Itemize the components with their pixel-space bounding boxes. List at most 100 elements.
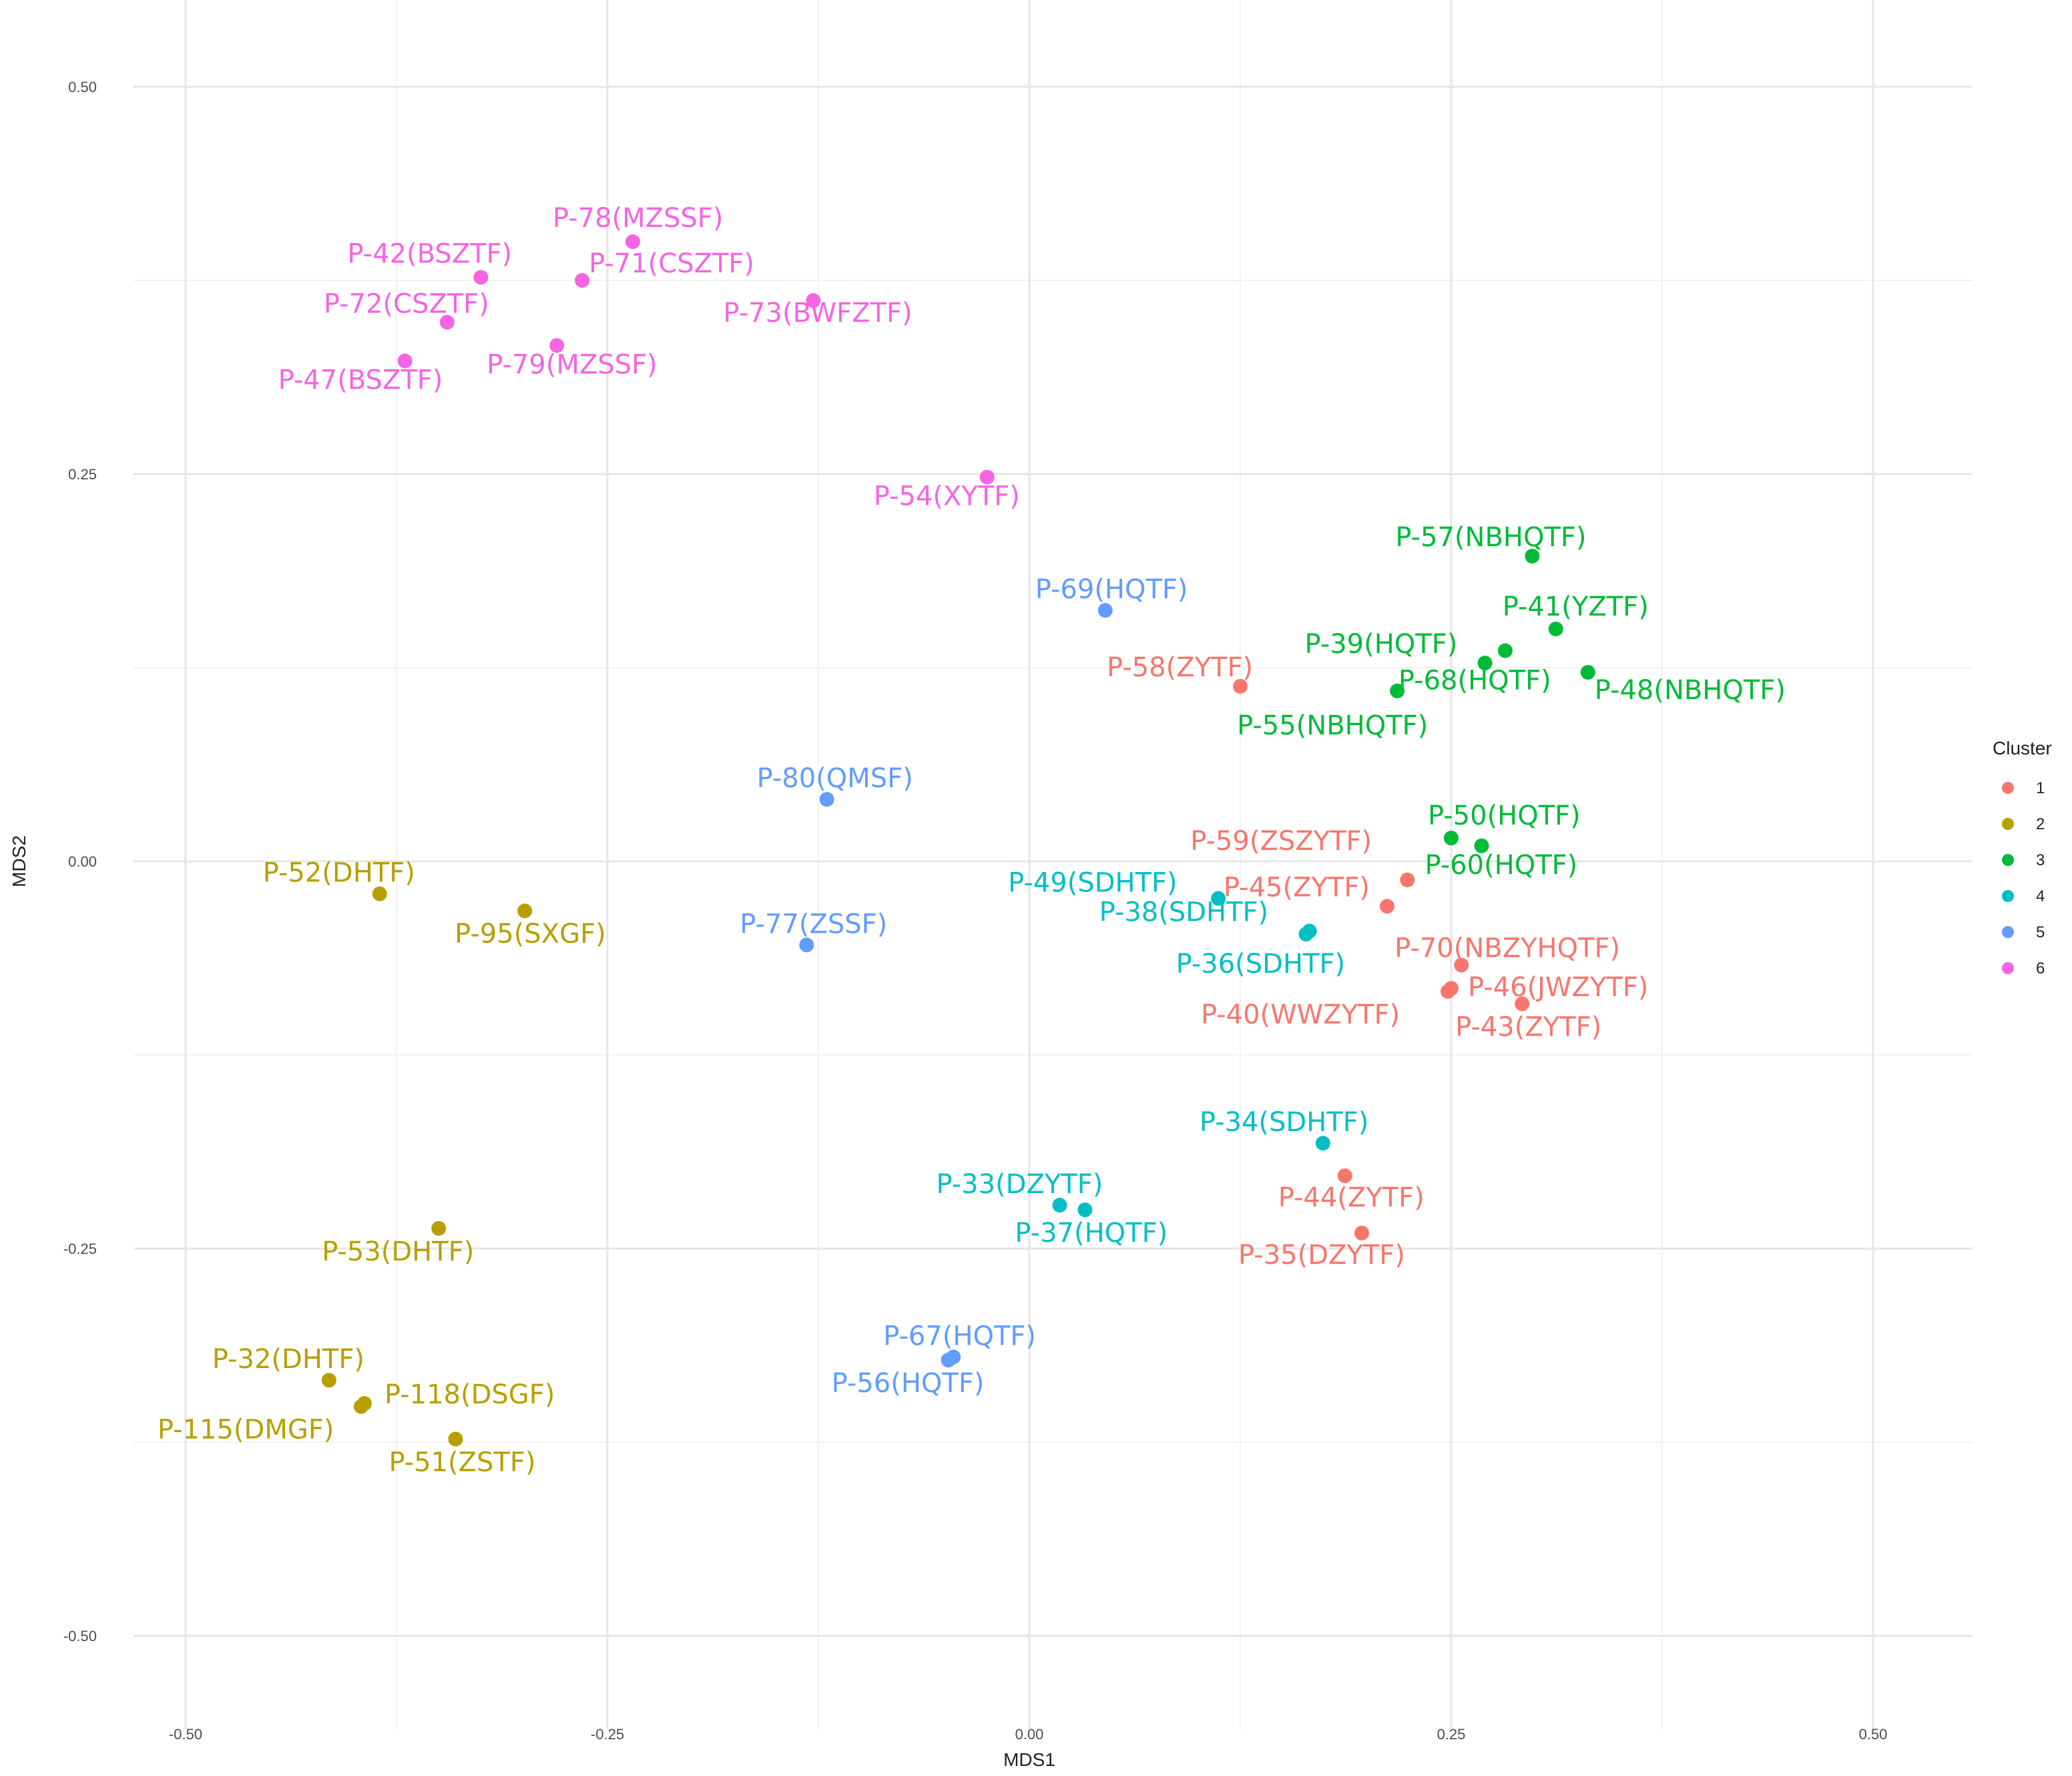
data-point-P-34(SDHTF)	[1315, 1136, 1330, 1151]
legend-title: Cluster	[1993, 738, 2052, 758]
data-point-P-36(SDHTF)	[1298, 927, 1314, 942]
legend-label: 6	[2036, 959, 2045, 977]
grid-minor	[134, 0, 1973, 1729]
data-points	[321, 234, 1595, 1447]
data-point-P-55(NBHQTF)	[1390, 683, 1405, 698]
point-label: P-44(ZYTF)	[1278, 1182, 1424, 1213]
x-tick-label: -0.25	[591, 1726, 624, 1743]
data-point-P-39(HQTF)	[1477, 656, 1493, 671]
data-point-P-44(ZYTF)	[1337, 1168, 1352, 1183]
data-point-P-71(CSZTF)	[575, 273, 590, 288]
point-label: P-77(ZSSF)	[740, 909, 887, 939]
point-label: P-69(HQTF)	[1035, 574, 1188, 605]
point-label: P-115(DMGF)	[158, 1415, 334, 1446]
point-label: P-33(DZYTF)	[937, 1169, 1103, 1200]
data-point-P-68(HQTF)	[1497, 643, 1513, 658]
point-label: P-70(NBZYHQTF)	[1394, 933, 1620, 963]
data-point-P-70(NBZYHQTF)	[1454, 957, 1469, 973]
point-label: P-57(NBHQTF)	[1395, 522, 1586, 553]
data-point-P-35(DZYTF)	[1354, 1225, 1370, 1241]
point-label: P-118(DSGF)	[384, 1379, 555, 1410]
point-label: P-49(SDHTF)	[1008, 868, 1178, 899]
point-label: P-50(HQTF)	[1428, 801, 1581, 831]
point-label: P-56(HQTF)	[832, 1368, 985, 1399]
point-label: P-42(BSZTF)	[347, 238, 512, 269]
point-label: P-32(DHTF)	[212, 1344, 364, 1375]
data-point-P-57(NBHQTF)	[1525, 548, 1540, 564]
data-point-P-40(WWZYTF)	[1440, 983, 1455, 999]
y-tick-label: 0.00	[68, 853, 97, 870]
data-point-P-41(YZTF)	[1548, 622, 1563, 636]
point-label: P-59(ZSZYTF)	[1190, 826, 1372, 857]
legend-key-4	[2002, 890, 2014, 902]
data-point-P-79(MZSSF)	[549, 338, 565, 353]
point-label: P-43(ZYTF)	[1455, 1012, 1601, 1042]
y-tick-label: -0.25	[63, 1241, 97, 1257]
data-point-P-58(ZYTF)	[1233, 678, 1248, 694]
data-point-P-53(DHTF)	[431, 1220, 447, 1236]
point-label: P-48(NBHQTF)	[1595, 675, 1786, 706]
x-axis-title: MDS1	[1003, 1749, 1055, 1770]
point-label: P-80(QMSF)	[757, 763, 913, 794]
y-tick-label: -0.50	[63, 1628, 97, 1644]
grid-major	[134, 0, 1973, 1729]
data-point-P-47(BSZTF)	[397, 353, 413, 369]
data-point-P-77(ZSSF)	[799, 937, 814, 953]
y-axis-title: MDS2	[9, 835, 29, 887]
data-point-P-69(HQTF)	[1097, 603, 1113, 618]
legend-key-5	[2002, 926, 2014, 938]
point-label: P-67(HQTF)	[883, 1321, 1036, 1351]
x-tick-label: -0.50	[169, 1726, 202, 1743]
y-tick-label: 0.25	[68, 466, 97, 483]
point-label: P-60(HQTF)	[1425, 850, 1578, 881]
point-label: P-73(BWFZTF)	[723, 298, 912, 328]
point-label: P-52(DHTF)	[263, 858, 415, 889]
data-point-P-56(HQTF)	[941, 1353, 956, 1368]
data-point-P-50(HQTF)	[1444, 831, 1459, 846]
point-label: P-78(MZSSF)	[553, 203, 723, 234]
legend: Cluster 1 2 3 4 5 6	[1993, 738, 2052, 977]
data-point-P-80(QMSF)	[819, 792, 834, 807]
data-point-P-43(ZYTF)	[1515, 996, 1530, 1012]
data-point-P-37(HQTF)	[1077, 1202, 1093, 1217]
data-point-P-115(DMGF)	[353, 1399, 368, 1414]
point-label: P-53(DHTF)	[322, 1237, 474, 1267]
x-tick-label: 0.00	[1015, 1726, 1044, 1743]
legend-label: 2	[2036, 815, 2045, 833]
point-label: P-71(CSZTF)	[589, 248, 754, 279]
y-axis-ticks: -0.50 -0.25 0.00 0.25 0.50	[63, 79, 97, 1644]
point-label: P-95(SXGF)	[455, 919, 606, 949]
point-label: P-45(ZYTF)	[1224, 872, 1370, 903]
legend-key-1	[2002, 782, 2014, 794]
x-axis-ticks: -0.50 -0.25 0.00 0.25 0.50	[169, 1726, 1887, 1743]
data-point-P-49(SDHTF)	[1211, 891, 1226, 906]
point-label: P-58(ZYTF)	[1107, 652, 1253, 683]
data-point-P-59(ZSZYTF)	[1400, 872, 1415, 887]
y-tick-label: 0.50	[68, 79, 97, 95]
data-point-P-48(NBHQTF)	[1580, 664, 1595, 680]
x-tick-label: 0.25	[1437, 1726, 1466, 1743]
data-point-P-42(BSZTF)	[473, 270, 489, 285]
data-point-P-45(ZYTF)	[1379, 899, 1394, 914]
data-point-P-73(BWFZTF)	[806, 293, 821, 308]
point-label: P-55(NBHQTF)	[1237, 710, 1428, 741]
point-label: P-36(SDHTF)	[1176, 949, 1346, 979]
point-labels: P-78(MZSSF) P-42(BSZTF) P-71(CSZTF) P-72(CS…	[158, 203, 1786, 1478]
point-label: P-47(BSZTF)	[278, 365, 443, 396]
point-label: P-38(SDHTF)	[1099, 897, 1269, 927]
legend-label: 1	[2036, 779, 2045, 797]
point-label: P-35(DZYTF)	[1238, 1240, 1405, 1271]
data-point-P-95(SXGF)	[517, 903, 533, 919]
legend-key-2	[2002, 818, 2014, 830]
point-label: P-68(HQTF)	[1398, 665, 1551, 696]
point-label: P-37(HQTF)	[1015, 1218, 1168, 1249]
point-label: P-34(SDHTF)	[1200, 1107, 1369, 1138]
legend-label: 3	[2036, 851, 2045, 869]
data-point-P-32(DHTF)	[321, 1373, 336, 1388]
point-label: P-72(CSZTF)	[324, 289, 489, 320]
data-point-P-52(DHTF)	[372, 886, 387, 901]
data-point-P-72(CSZTF)	[439, 314, 455, 330]
legend-key-3	[2002, 854, 2014, 866]
point-label: P-46(JWZYTF)	[1468, 972, 1648, 1003]
